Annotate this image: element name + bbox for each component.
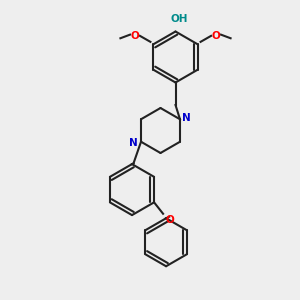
Text: O: O [130, 31, 139, 41]
Text: O: O [166, 215, 174, 225]
Text: OH: OH [170, 14, 188, 24]
Text: N: N [182, 113, 191, 123]
Text: O: O [212, 31, 220, 41]
Text: N: N [129, 138, 138, 148]
